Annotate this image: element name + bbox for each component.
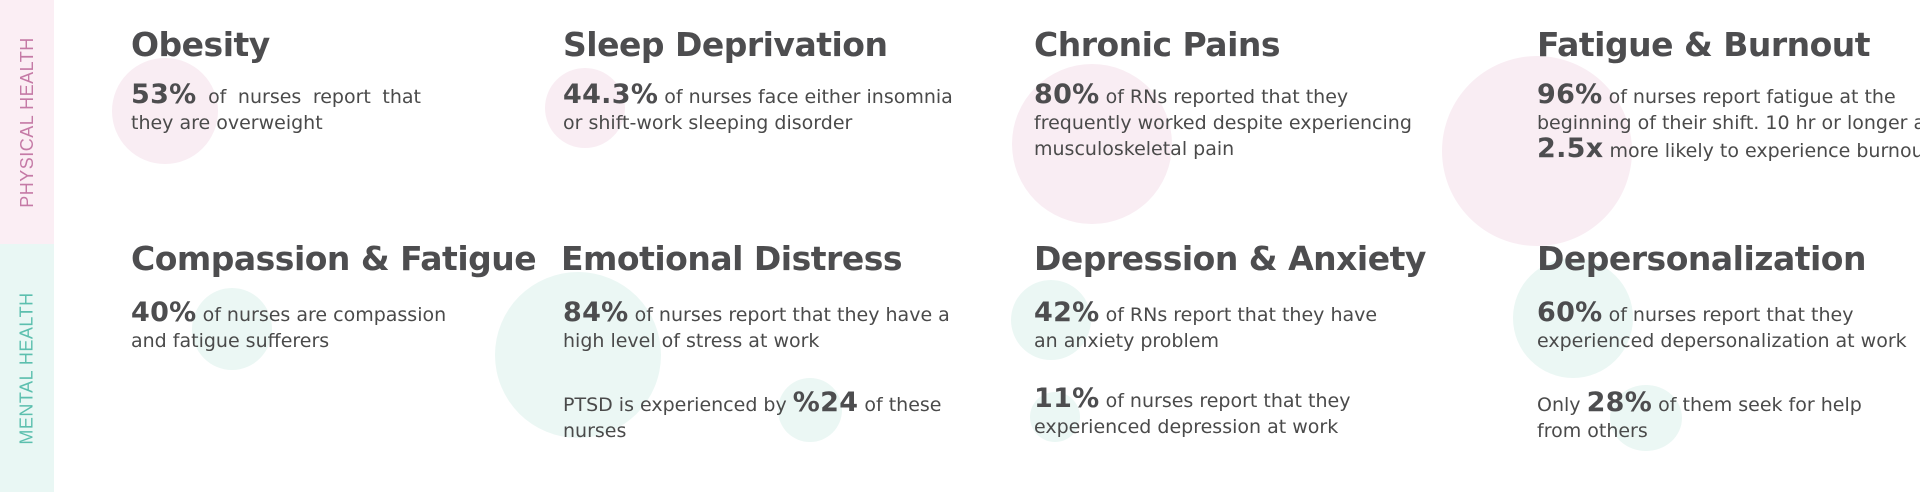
decor-circle — [1513, 258, 1633, 378]
compassion-text: 40% of nurses are compassion and fatigue… — [131, 297, 447, 352]
card-chronic-pains: Chronic Pains — [1034, 25, 1281, 64]
stat-value: 80% — [1034, 79, 1100, 110]
decor-circle — [545, 68, 625, 148]
card-emotional-distress: Emotional Distress — [561, 242, 902, 275]
emotional-text: 84% of nurses report that they have a hi… — [563, 297, 950, 352]
card-title: Depersonalization — [1537, 239, 1866, 278]
stat-value: 2.5x — [1537, 133, 1604, 164]
depression-text: 11% of nurses report that they experienc… — [1034, 383, 1351, 438]
card-obesity: Obesity — [131, 28, 270, 61]
decor-circle — [1610, 385, 1682, 451]
decor-circle — [495, 272, 661, 438]
card-title: Chronic Pains — [1034, 25, 1281, 64]
physical-health-label: PHYSICAL HEALTH — [16, 36, 37, 208]
obesity-text: 53% of nurses report that they are overw… — [131, 79, 421, 136]
card-title: Compassion & Fatigue — [131, 239, 537, 278]
help-text: Only 28% of them seek for help from othe… — [1537, 387, 1862, 442]
physical-health-band: PHYSICAL HEALTH — [0, 0, 54, 244]
mental-health-label: MENTAL HEALTH — [16, 291, 37, 445]
anxiety-text: 42% of RNs report that they have an anxi… — [1034, 297, 1378, 352]
stat-value: 11% — [1034, 383, 1100, 414]
decor-circle — [112, 58, 218, 164]
stat-value: 44.3% — [563, 79, 659, 110]
stat-value: 96% — [1537, 79, 1603, 110]
decor-circle — [1442, 56, 1632, 246]
card-depersonalization: Depersonalization — [1537, 242, 1866, 275]
decor-circle — [1030, 392, 1080, 442]
card-sleep-deprivation: Sleep Deprivation — [563, 25, 888, 64]
card-title: Fatigue & Burnout — [1537, 25, 1871, 64]
card-title: Depression & Anxiety — [1034, 239, 1426, 278]
obesity-line-1: 53% of nurses report that — [131, 79, 421, 110]
mental-health-band: MENTAL HEALTH — [0, 244, 54, 492]
card-title: Sleep Deprivation — [563, 25, 888, 64]
stat-value: 42% — [1034, 297, 1100, 328]
card-fatigue-burnout: Fatigue & Burnout — [1537, 25, 1871, 64]
stat-value: %24 — [792, 387, 859, 418]
obesity-line-2: they are overweight — [131, 112, 323, 134]
card-title: Obesity — [131, 25, 270, 64]
card-title: Emotional Distress — [561, 239, 902, 278]
stat-value: 40% — [131, 297, 197, 328]
fatigue-text: 96% of nurses report fatigue at the begi… — [1537, 79, 1920, 164]
depersonalization-text: 60% of nurses report that they experienc… — [1537, 297, 1907, 352]
pains-text: 80% of RNs reported that they frequently… — [1034, 79, 1412, 160]
stat-value: 60% — [1537, 297, 1603, 328]
card-depression-anxiety: Depression & Anxiety — [1034, 242, 1426, 275]
decor-circle — [778, 378, 842, 442]
decor-circle — [1011, 280, 1091, 360]
stat-value: 84% — [563, 297, 629, 328]
stat-value: 28% — [1586, 387, 1653, 418]
stat-value: 53% — [131, 79, 197, 110]
decor-circle — [1012, 64, 1172, 224]
ptsd-text: PTSD is experienced by %24 of these nurs… — [563, 387, 942, 442]
sleep-text: 44.3% of nurses face either insomnia or … — [563, 79, 953, 134]
card-compassion-fatigue: Compassion & Fatigue — [131, 239, 537, 278]
decor-circle — [192, 288, 272, 370]
